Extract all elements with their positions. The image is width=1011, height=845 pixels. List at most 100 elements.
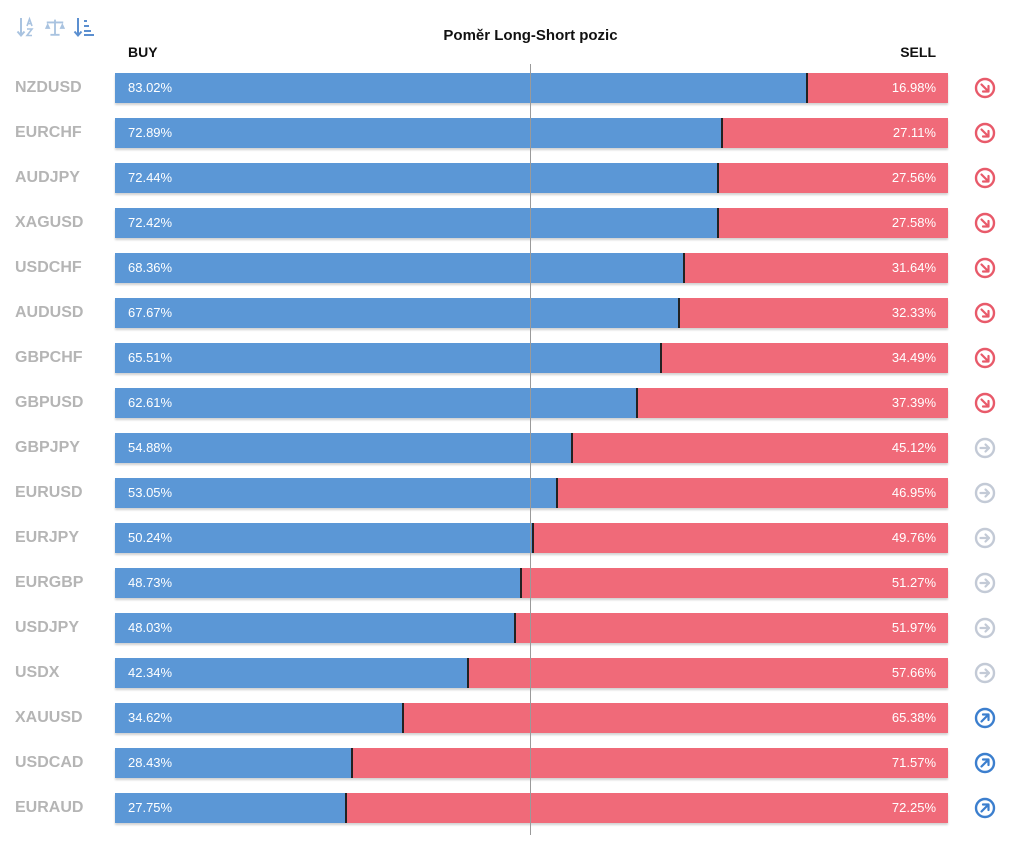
buy-percent-label: 53.05% (128, 485, 173, 500)
arrow-down-right-icon (974, 167, 996, 189)
ratio-divider (519, 568, 522, 598)
ratio-divider (659, 343, 662, 373)
balance-button[interactable] (44, 14, 66, 40)
signal-sell-button[interactable] (974, 122, 996, 144)
buy-segment: 68.36% (115, 253, 685, 283)
signal-sell-button[interactable] (974, 302, 996, 324)
sell-segment: 65.38% (403, 703, 948, 733)
sell-segment: 45.12% (572, 433, 948, 463)
buy-percent-label: 27.75% (128, 800, 173, 815)
ratio-bar: 72.42% 27.58% (115, 208, 948, 238)
sell-percent-label: 51.27% (891, 575, 936, 590)
ratio-row-gbpchf: GBPCHF 65.51% 34.49% (0, 343, 1011, 373)
signal-neutral-button[interactable] (974, 617, 996, 639)
buy-segment: 34.62% (115, 703, 404, 733)
buy-segment: 72.44% (115, 163, 719, 193)
buy-segment: 83.02% (115, 73, 807, 103)
signal-sell-button[interactable] (974, 392, 996, 414)
sort-alpha-button[interactable] (15, 14, 37, 40)
sort-amount-button[interactable] (73, 14, 95, 40)
signal-buy-button[interactable] (974, 707, 996, 729)
buy-percent-label: 67.67% (128, 305, 173, 320)
sort-alpha-icon (16, 16, 34, 38)
sell-percent-label: 34.49% (891, 350, 936, 365)
signal-buy-button[interactable] (974, 797, 996, 819)
symbol-label: USDCAD (15, 754, 84, 771)
arrow-down-right-icon (974, 257, 996, 279)
ratio-row-audusd: AUDUSD 67.67% 32.33% (0, 298, 1011, 328)
symbol-label: XAUUSD (15, 709, 83, 726)
ratio-row-xagusd: XAGUSD 72.42% 27.58% (0, 208, 1011, 238)
signal-sell-button[interactable] (974, 77, 996, 99)
sell-percent-label: 46.95% (891, 485, 936, 500)
sell-segment: 31.64% (684, 253, 948, 283)
ratio-row-usdx: USDX 42.34% 57.66% (0, 658, 1011, 688)
buy-percent-label: 72.44% (128, 170, 173, 185)
buy-percent-label: 34.62% (128, 710, 173, 725)
buy-segment: 42.34% (115, 658, 468, 688)
sell-segment: 51.27% (520, 568, 948, 598)
ratio-row-usdcad: USDCAD 28.43% 71.57% (0, 748, 1011, 778)
buy-segment: 48.03% (115, 613, 516, 643)
ratio-divider (345, 793, 348, 823)
arrow-right-icon (974, 527, 996, 549)
buy-percent-label: 50.24% (128, 530, 173, 545)
ratio-rows: NZDUSD 83.02% 16.98% EURCHF 72.89% 27.11% AUDJ… (0, 73, 1011, 838)
sell-percent-label: 45.12% (891, 440, 936, 455)
signal-buy-button[interactable] (974, 752, 996, 774)
signal-neutral-button[interactable] (974, 527, 996, 549)
ratio-row-usdjpy: USDJPY 48.03% 51.97% (0, 613, 1011, 643)
ratio-row-eurusd: EURUSD 53.05% 46.95% (0, 478, 1011, 508)
signal-sell-button[interactable] (974, 167, 996, 189)
signal-sell-button[interactable] (974, 212, 996, 234)
ratio-bar: 68.36% 31.64% (115, 253, 948, 283)
buy-percent-label: 54.88% (128, 440, 173, 455)
ratio-row-gbpjpy: GBPJPY 54.88% 45.12% (0, 433, 1011, 463)
signal-neutral-button[interactable] (974, 662, 996, 684)
sell-segment: 37.39% (636, 388, 948, 418)
buy-header: BUY (128, 44, 158, 60)
ratio-row-eurjpy: EURJPY 50.24% 49.76% (0, 523, 1011, 553)
buy-percent-label: 62.61% (128, 395, 173, 410)
sell-percent-label: 32.33% (891, 305, 936, 320)
symbol-label: AUDUSD (15, 304, 84, 321)
ratio-row-euraud: EURAUD 27.75% 72.25% (0, 793, 1011, 823)
buy-segment: 28.43% (115, 748, 352, 778)
sell-percent-label: 27.58% (891, 215, 936, 230)
signal-neutral-button[interactable] (974, 482, 996, 504)
ratio-row-usdchf: USDCHF 68.36% 31.64% (0, 253, 1011, 283)
toolbar (15, 14, 95, 40)
buy-percent-label: 83.02% (128, 80, 173, 95)
buy-segment: 53.05% (115, 478, 557, 508)
ratio-bar: 54.88% 45.12% (115, 433, 948, 463)
center-reference-line (530, 64, 531, 835)
buy-segment: 48.73% (115, 568, 521, 598)
sort-amount-icon (73, 18, 94, 38)
chart-title: Poměr Long-Short pozic (443, 27, 618, 44)
signal-sell-button[interactable] (974, 347, 996, 369)
arrow-down-right-icon (974, 302, 996, 324)
sell-percent-label: 71.57% (891, 755, 936, 770)
ratio-divider (402, 703, 405, 733)
balance-scale-icon (44, 19, 66, 36)
symbol-label: NZDUSD (15, 79, 82, 96)
arrow-down-right-icon (974, 212, 996, 234)
sell-percent-label: 65.38% (891, 710, 936, 725)
signal-neutral-button[interactable] (974, 572, 996, 594)
symbol-label: EURJPY (15, 529, 80, 546)
symbol-label: XAGUSD (15, 214, 84, 231)
buy-percent-label: 28.43% (128, 755, 173, 770)
arrow-down-right-icon (974, 392, 996, 414)
sell-segment: 71.57% (351, 748, 948, 778)
signal-neutral-button[interactable] (974, 437, 996, 459)
arrow-right-icon (974, 482, 996, 504)
buy-segment: 72.89% (115, 118, 723, 148)
symbol-label: EURAUD (15, 799, 84, 816)
signal-sell-button[interactable] (974, 257, 996, 279)
ratio-divider (350, 748, 353, 778)
symbol-label: USDX (15, 664, 60, 681)
ratio-row-gbpusd: GBPUSD 62.61% 37.39% (0, 388, 1011, 418)
ratio-divider (571, 433, 574, 463)
arrow-up-right-icon (974, 797, 996, 819)
sell-segment: 27.11% (722, 118, 948, 148)
